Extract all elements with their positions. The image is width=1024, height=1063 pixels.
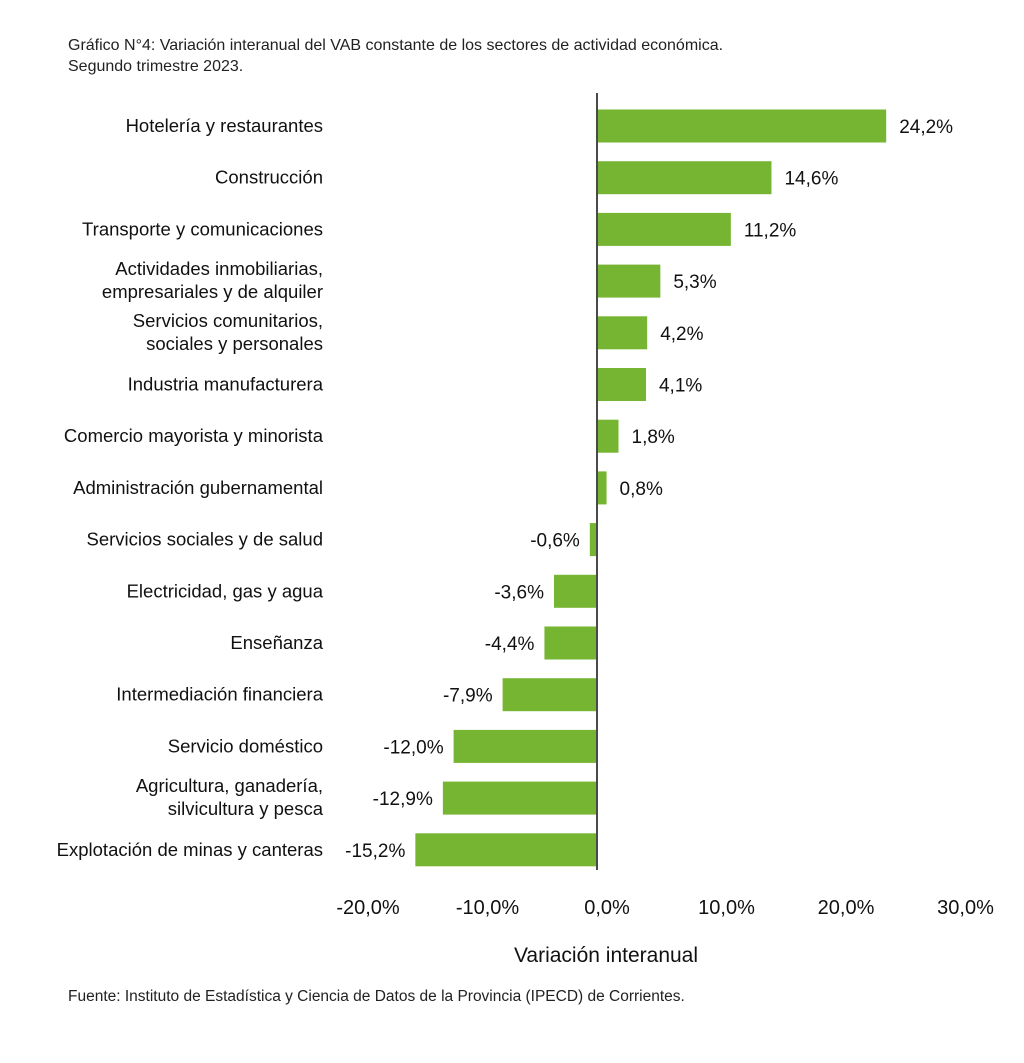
bar <box>442 781 597 815</box>
x-tick-label: 20,0% <box>818 897 875 919</box>
bar-value-label: 0,8% <box>620 479 663 500</box>
bar <box>597 264 661 298</box>
category-label: Actividades inmobiliarias, <box>115 258 323 279</box>
bars-layer <box>415 109 887 867</box>
bar-value-label: 24,2% <box>899 117 953 138</box>
bar <box>597 109 887 143</box>
x-tick-label: -10,0% <box>456 897 520 919</box>
category-label: Servicios sociales y de salud <box>87 529 324 550</box>
bar-value-label: -7,9% <box>443 686 493 707</box>
x-tick-label: -20,0% <box>336 897 400 919</box>
x-tick-labels: -20,0% -10,0% 0,0% 10,0% 20,0% 30,0% <box>336 897 994 919</box>
x-tick-label: 30,0% <box>937 897 994 919</box>
category-label: sociales y personales <box>146 333 323 354</box>
chart-title-line-1: Gráfico N°4: Variación interanual del VA… <box>68 37 724 54</box>
category-label: Electricidad, gas y agua <box>127 580 324 601</box>
bar <box>544 626 597 660</box>
bar-value-label: 4,2% <box>660 324 703 345</box>
bar <box>415 833 597 867</box>
bar-value-label: 4,1% <box>659 376 702 397</box>
category-label: Administración gubernamental <box>73 477 323 498</box>
category-label: Hotelería y restaurantes <box>126 115 323 136</box>
category-label: silvicultura y pesca <box>168 798 324 819</box>
category-label: empresariales y de alquiler <box>102 281 323 302</box>
bar-value-label: 5,3% <box>673 272 716 293</box>
x-axis-title: Variación interanual <box>514 944 698 967</box>
category-label: Explotación de minas y canteras <box>57 839 323 860</box>
category-label: Intermediación financiera <box>116 684 323 705</box>
category-label: Transporte y comunicaciones <box>82 218 323 239</box>
category-label: Construcción <box>215 167 323 188</box>
bar-value-label: 1,8% <box>632 427 675 448</box>
category-label: Industria manufacturera <box>128 374 324 395</box>
bar <box>597 368 646 401</box>
bar-value-label: -12,9% <box>373 789 433 810</box>
category-label: Servicios comunitarios, <box>133 310 323 331</box>
bar-value-label: 14,6% <box>784 169 838 190</box>
source-note: Fuente: Instituto de Estadística y Cienc… <box>68 988 685 1005</box>
category-label: Comercio mayorista y minorista <box>64 425 324 446</box>
bar <box>502 678 597 712</box>
category-label: Enseñanza <box>230 632 323 653</box>
chart-title-line-2: Segundo trimestre 2023. <box>68 58 244 75</box>
bar <box>597 419 619 453</box>
bar <box>597 161 772 195</box>
labels-layer: 24,2% Hotelería y restaurantes 14,6% Constr… <box>57 115 954 862</box>
bar-value-label: -4,4% <box>485 634 535 655</box>
x-tick-label: 10,0% <box>698 897 755 919</box>
bar <box>589 523 597 557</box>
chart-title: Gráfico N°4: Variación interanual del VA… <box>68 35 723 77</box>
bar <box>597 212 731 246</box>
bar-value-label: -15,2% <box>345 841 405 862</box>
bar <box>597 471 607 505</box>
category-label: Agricultura, ganadería, <box>136 775 323 796</box>
bar-value-label: -12,0% <box>383 737 443 758</box>
bar-value-label: -3,6% <box>494 582 544 603</box>
bar <box>597 316 648 350</box>
category-label: Servicio doméstico <box>168 735 323 756</box>
bar-value-label: 11,2% <box>744 220 797 241</box>
x-tick-label: 0,0% <box>584 897 630 919</box>
bar-value-label: -0,6% <box>530 531 580 552</box>
bar <box>453 729 597 763</box>
bar <box>553 574 597 608</box>
